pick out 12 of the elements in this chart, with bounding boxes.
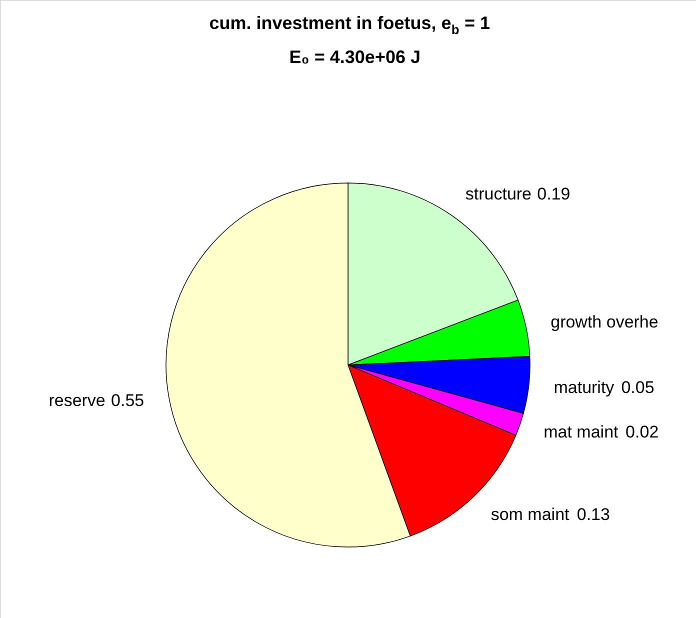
slice-label: structure	[465, 184, 532, 204]
data-label: 0.55	[111, 390, 144, 410]
data-label: 0.05	[621, 378, 654, 397]
slice-label: maturity	[554, 378, 615, 397]
slice-label: mat maint	[544, 422, 619, 442]
slice-label: reserve	[48, 390, 106, 410]
chart-subtitle: E₀ = 4.30e+06 J	[289, 47, 421, 67]
slice-label: growth overhe	[550, 312, 658, 332]
slice-label: som maint	[490, 504, 570, 524]
data-label: 0.19	[537, 184, 570, 204]
data-label: 0.13	[576, 504, 610, 524]
data-label: 0.02	[626, 422, 659, 442]
